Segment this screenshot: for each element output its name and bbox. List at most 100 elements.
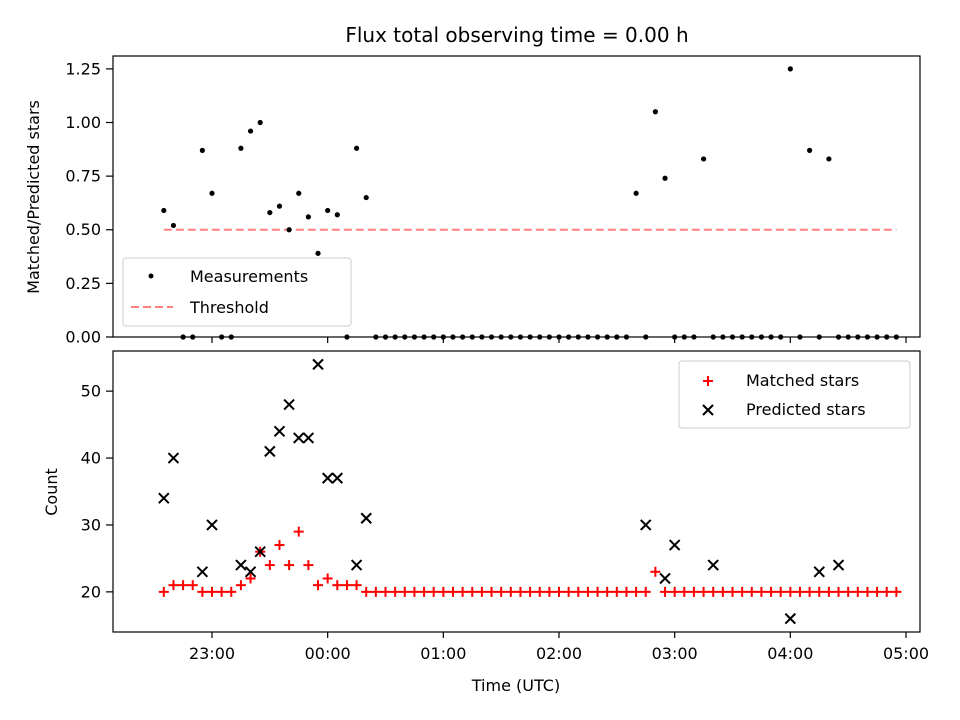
matched-star-point: [168, 580, 179, 591]
matched-star-point: [804, 586, 815, 597]
matched-star-point: [669, 586, 680, 597]
top-x-axis-ticks: [211, 337, 907, 343]
measurement-point: [633, 190, 639, 196]
measurement-point: [353, 145, 360, 151]
measurement-point: [421, 334, 427, 340]
matched-star-point: [515, 586, 526, 597]
predicted-star-point: [707, 559, 719, 571]
predicted-star-point: [360, 512, 372, 524]
matched-star-point: [457, 586, 468, 597]
predicted-star-point: [350, 559, 363, 571]
matched-star-point: [814, 586, 825, 597]
measurement-point: [623, 334, 630, 340]
measurement-point: [546, 334, 552, 340]
measurement-point: [199, 147, 205, 153]
matched-star-point: [399, 586, 410, 597]
matched-star-point: [602, 586, 613, 597]
predicted-star-point: [312, 358, 324, 371]
matched-star-point: [216, 586, 227, 597]
measurement-point: [498, 334, 504, 340]
top-y-tick-label: 0.75: [65, 167, 101, 186]
matched-star-point: [409, 586, 420, 597]
matched-star-point: [207, 586, 217, 597]
matched-star-point: [563, 586, 574, 597]
measurement-point: [488, 334, 495, 340]
x-axis-label: Time (UTC): [471, 676, 560, 695]
predicted-star-point: [283, 398, 295, 411]
x-tick-label: 05:00: [883, 644, 929, 663]
measurement-point: [296, 190, 302, 196]
matched-star-point: [496, 586, 507, 597]
measurement-point: [527, 334, 533, 340]
measurement-point: [594, 334, 601, 340]
matched-star-point: [197, 586, 208, 597]
predicted-star-point: [321, 472, 334, 484]
matched-star-point: [322, 573, 333, 584]
predicted-star-point: [167, 452, 180, 464]
predicted-star-point: [813, 566, 825, 578]
measurement-point: [893, 334, 899, 340]
bottom-legend-box: [678, 360, 911, 429]
measurement-point: [729, 334, 736, 340]
matched-star-point: [823, 586, 834, 597]
measurement-point: [161, 207, 167, 214]
measurement-point: [884, 334, 890, 340]
predicted-star-point: [784, 612, 797, 625]
bottom-legend: Matched stars Predicted stars: [678, 360, 911, 429]
matched-star-point: [235, 580, 246, 591]
matched-star-point: [554, 586, 564, 597]
matched-star-point: [592, 586, 603, 597]
bottom-y-axis: 20 30 40 50: [81, 382, 113, 601]
measurement-point: [450, 334, 456, 340]
measurement-point: [431, 334, 437, 340]
matched-star-point: [862, 586, 873, 597]
matched-star-point: [178, 580, 189, 591]
measurement-point: [826, 156, 832, 162]
matched-star-point: [284, 560, 295, 571]
measurement-point: [864, 334, 871, 340]
matched-star-point: [370, 586, 381, 597]
matched-star-point: [785, 586, 796, 597]
bottom-plot-frame: [112, 350, 921, 633]
matched-star-point: [843, 586, 854, 597]
legend-predicted-marker: [702, 404, 714, 416]
predicted-star-point: [640, 519, 652, 531]
measurement-point: [238, 145, 244, 151]
measurement-point: [720, 334, 726, 340]
top-y-tick-label: 0.00: [65, 328, 101, 347]
top-y-tick-label: 0.50: [65, 220, 101, 239]
matched-star-point: [313, 580, 324, 591]
measurement-point: [855, 334, 861, 340]
measurement-point: [402, 334, 408, 340]
top-legend: Measurements Threshold: [122, 257, 352, 327]
legend-measurements-marker: [148, 273, 154, 279]
measurement-point: [190, 334, 196, 340]
x-tick-label: 00:00: [305, 644, 351, 663]
predicted-star-point: [206, 519, 218, 531]
bottom-y-axis-label: Count: [42, 468, 61, 516]
x-tick-label: 01:00: [420, 644, 466, 663]
measurement-point: [460, 334, 466, 340]
measurement-point: [440, 334, 446, 340]
measurement-point: [691, 334, 697, 340]
matched-star-point: [582, 586, 593, 597]
top-y-tick-label: 1.25: [65, 59, 101, 78]
measurement-point: [681, 334, 687, 340]
measurement-point: [778, 334, 784, 340]
x-tick-label: 04:00: [767, 644, 813, 663]
x-tick-label: 03:00: [652, 644, 698, 663]
matched-star-point: [852, 586, 863, 597]
bottom-plot-marks: [158, 358, 902, 625]
measurement-point: [508, 334, 514, 340]
predicted-star-point: [659, 572, 671, 585]
matched-star-point: [447, 586, 458, 597]
matched-star-point: [737, 586, 748, 597]
measurement-point: [363, 194, 369, 201]
measurement-point: [749, 334, 755, 340]
matched-star-point: [698, 586, 709, 597]
matched-star-point: [573, 586, 584, 597]
measurement-point: [700, 156, 707, 162]
measurement-point: [334, 212, 340, 218]
measurement-point: [768, 334, 774, 340]
